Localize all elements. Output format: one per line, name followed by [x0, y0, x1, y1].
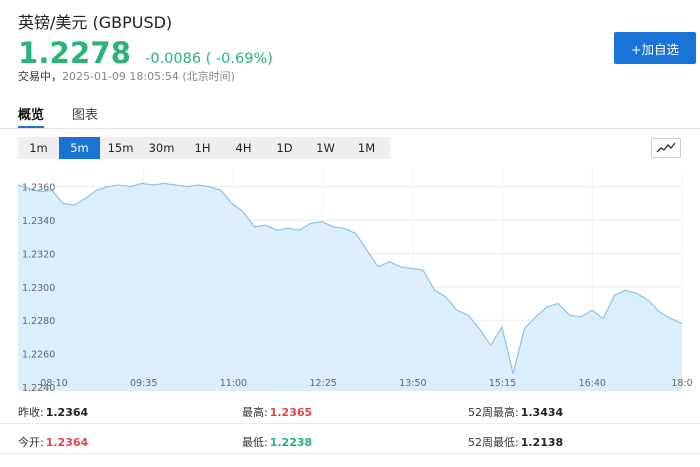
stat-label: 今开:	[18, 436, 44, 449]
instrument-title: 英镑/美元 (GBPUSD)	[18, 13, 173, 32]
interval-1m[interactable]: 1M	[357, 141, 376, 155]
y-tick-label: 1.2300	[22, 283, 55, 294]
status-time: 2025-01-09 18:05:54 (北京时间)	[62, 70, 235, 83]
interval-1m[interactable]: 1m	[29, 141, 48, 155]
price-row: 1.2278 -0.0086 ( -0.69%)	[18, 36, 273, 70]
interval-1d[interactable]: 1D	[276, 141, 293, 155]
stat-label: 昨收:	[18, 406, 44, 419]
interval-5m[interactable]: 5m	[59, 137, 100, 159]
stat-value: 1.2365	[269, 406, 313, 419]
x-tick-label: 12:25	[309, 378, 336, 389]
stat-value: 1.2364	[45, 406, 89, 419]
line-chart-icon	[656, 142, 676, 153]
status-label: 交易中，	[18, 70, 62, 83]
y-tick-label: 1.2240	[22, 383, 55, 391]
tab-chart[interactable]: 图表	[72, 108, 99, 123]
interval-30m[interactable]: 30m	[148, 141, 175, 155]
y-tick-label: 1.2360	[22, 183, 55, 194]
price-change: -0.0086 ( -0.69%)	[145, 51, 273, 67]
x-tick-label: 15:15	[489, 378, 516, 389]
stat-label: 最高:	[242, 406, 268, 419]
stat-item: 今开: 1.2364	[18, 434, 88, 450]
price-area	[18, 183, 682, 391]
y-tick-label: 1.2280	[22, 316, 55, 327]
current-price: 1.2278	[18, 36, 132, 70]
stat-label: 最低:	[242, 436, 268, 449]
stat-item: 昨收: 1.2364	[18, 404, 88, 420]
x-tick-label: 09:35	[130, 378, 157, 389]
stats-row: 昨收: 1.2364 最高: 1.2365 52周最高: 1.3434	[0, 394, 700, 424]
stat-item: 最低: 1.2238	[242, 434, 312, 450]
stat-label: 52周最高:	[468, 406, 519, 419]
tab-overview[interactable]: 概览	[18, 108, 45, 123]
stat-item: 最高: 1.2365	[242, 404, 312, 420]
interval-1h[interactable]: 1H	[194, 141, 211, 155]
active-tab-indicator	[18, 126, 44, 128]
interval-15m[interactable]: 15m	[107, 141, 134, 155]
x-tick-label: 08:10	[40, 378, 67, 389]
stat-label: 52周最低:	[468, 436, 519, 449]
y-tick-label: 1.2260	[22, 350, 55, 361]
y-tick-label: 1.2340	[22, 216, 55, 227]
x-tick-label: 13:50	[399, 378, 426, 389]
stat-item: 52周最高: 1.3434	[468, 404, 563, 420]
stat-item: 52周最低: 1.2138	[468, 434, 563, 450]
y-tick-label: 1.2320	[22, 249, 55, 260]
add-to-watchlist-button[interactable]: +加自选	[614, 32, 696, 64]
x-tick-label: 11:00	[220, 378, 247, 389]
x-tick-label: 16:40	[579, 378, 606, 389]
stat-value: 1.2138	[520, 436, 564, 449]
stat-value: 1.2364	[45, 436, 89, 449]
x-tick-label: 18:0	[671, 378, 692, 389]
interval-selector: 1m 5m 15m 30m 1H 4H 1D 1W 1M	[18, 137, 390, 159]
price-line	[17, 182, 683, 374]
interval-4h[interactable]: 4H	[235, 141, 252, 155]
stat-value: 1.3434	[520, 406, 564, 419]
price-chart[interactable]: 1.2360 1.2340 1.2320 1.2300 1.2280 1.2260 1.22…	[0, 165, 700, 391]
interval-1w[interactable]: 1W	[316, 141, 335, 155]
tab-bar: 概览 图表	[0, 100, 700, 129]
chart-type-button[interactable]	[651, 138, 681, 158]
stat-value: 1.2238	[269, 436, 313, 449]
trading-status: 交易中，2025-01-09 18:05:54 (北京时间)	[18, 68, 235, 84]
stats-row: 今开: 1.2364 最低: 1.2238 52周最低: 1.2138	[0, 424, 700, 454]
